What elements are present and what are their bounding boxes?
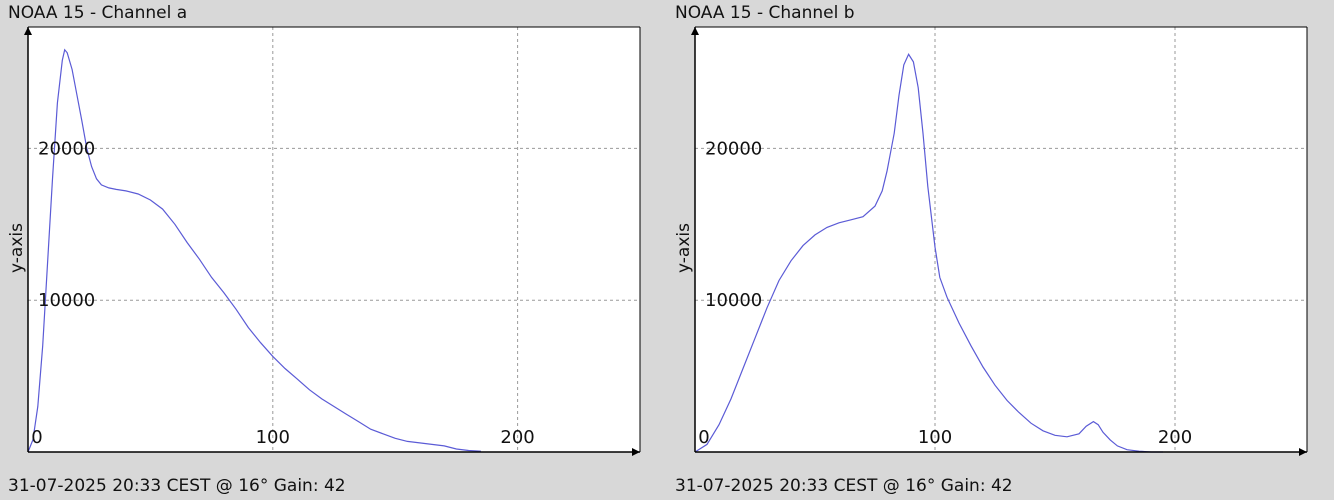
y-axis-label: y-axis: [7, 223, 27, 273]
x-axis-arrow: [1299, 448, 1307, 456]
chart-b-title: NOAA 15 - Channel b: [675, 3, 855, 23]
y-axis-arrow: [691, 27, 699, 35]
chart-a: 0 100 200 10000 20000 y-axis: [7, 26, 641, 456]
x-tick-label: 0: [31, 427, 42, 448]
y-tick-label: 10000: [705, 290, 762, 311]
series-line: [694, 53, 1163, 453]
plot-area: [695, 27, 1307, 452]
chart-b: 0 100 200 10000 20000 y-axis: [674, 26, 1308, 456]
x-tick-label: 0: [698, 427, 709, 448]
y-axis-label: y-axis: [674, 223, 694, 273]
y-tick-label: 10000: [38, 290, 95, 311]
y-tick-label: 20000: [38, 138, 95, 159]
chart-a-footer: 31-07-2025 20:33 CEST @ 16° Gain: 42: [8, 476, 346, 496]
y-axis-arrow: [24, 27, 32, 35]
series-line: [27, 48, 481, 453]
y-tick-label: 20000: [705, 138, 762, 159]
plot-area: [28, 27, 640, 452]
x-axis-arrow: [632, 448, 640, 456]
x-tick-label: 200: [500, 427, 534, 448]
chart-a-title: NOAA 15 - Channel a: [8, 3, 188, 23]
x-tick-label: 100: [256, 427, 290, 448]
x-tick-label: 200: [1158, 427, 1192, 448]
chart-b-footer: 31-07-2025 20:33 CEST @ 16° Gain: 42: [675, 476, 1013, 496]
x-tick-label: 100: [918, 427, 952, 448]
